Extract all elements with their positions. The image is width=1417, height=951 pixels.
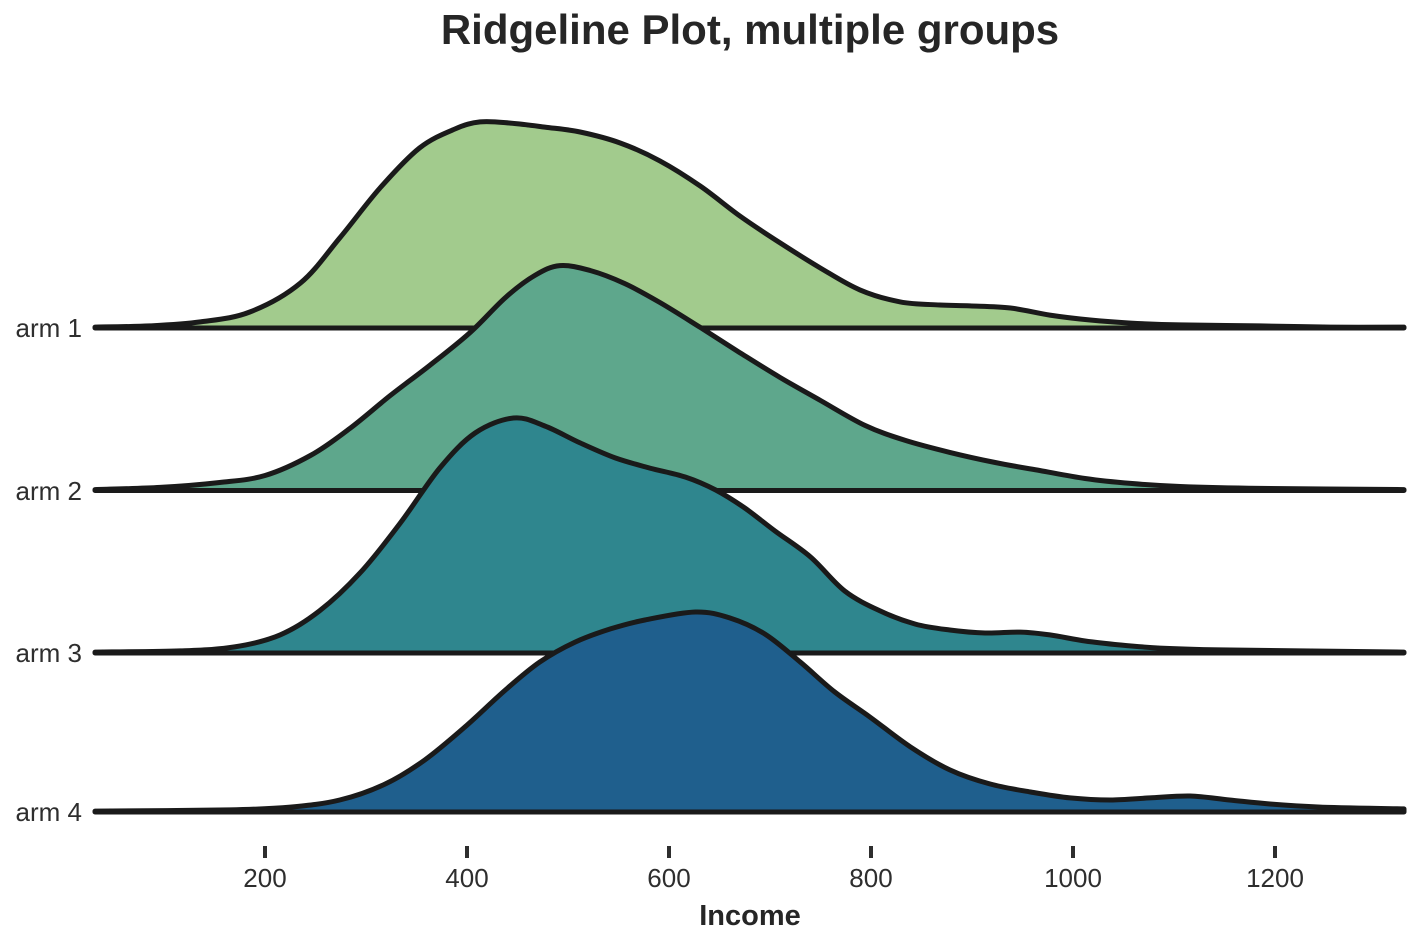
ridge-arm-3 bbox=[92, 415, 1407, 656]
x-tick-label: 200 bbox=[243, 863, 287, 893]
x-tick-mark bbox=[869, 846, 873, 858]
x-tick-mark bbox=[1273, 846, 1277, 858]
x-tick-mark bbox=[465, 846, 469, 858]
ridge-arm-2 bbox=[92, 262, 1407, 493]
x-tick-mark bbox=[667, 846, 671, 858]
y-axis-label-arm-3: arm 3 bbox=[15, 638, 82, 668]
x-axis-title: Income bbox=[699, 900, 801, 932]
x-tick-label: 600 bbox=[647, 863, 691, 893]
x-tick-mark bbox=[1071, 846, 1075, 858]
y-axis-label-arm-1: arm 1 bbox=[15, 313, 82, 343]
ridge-arm-4 bbox=[92, 609, 1407, 815]
x-tick-label: 800 bbox=[849, 863, 893, 893]
x-tick-label: 400 bbox=[445, 863, 489, 893]
x-tick-mark bbox=[263, 846, 267, 858]
y-axis-label-arm-4: arm 4 bbox=[15, 797, 82, 827]
x-tick-label: 1200 bbox=[1246, 863, 1304, 893]
chart-title: Ridgeline Plot, multiple groups bbox=[440, 6, 1060, 53]
ridge-arm-1 bbox=[92, 119, 1407, 331]
x-tick-label: 1000 bbox=[1044, 863, 1102, 893]
y-axis-label-arm-2: arm 2 bbox=[15, 475, 82, 506]
